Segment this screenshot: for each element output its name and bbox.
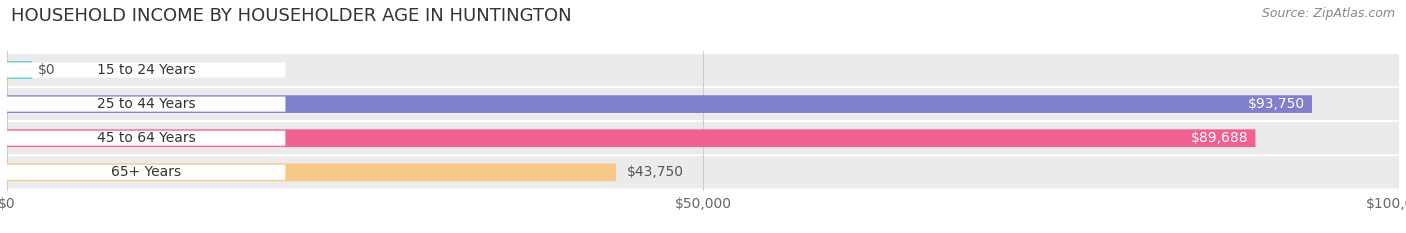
FancyBboxPatch shape [7,95,1312,113]
Text: $93,750: $93,750 [1249,97,1305,111]
Text: 15 to 24 Years: 15 to 24 Years [97,63,195,77]
Text: $43,750: $43,750 [627,165,685,179]
Text: 45 to 64 Years: 45 to 64 Years [97,131,195,145]
FancyBboxPatch shape [7,88,1399,120]
FancyBboxPatch shape [7,165,285,180]
FancyBboxPatch shape [7,96,285,112]
Text: HOUSEHOLD INCOME BY HOUSEHOLDER AGE IN HUNTINGTON: HOUSEHOLD INCOME BY HOUSEHOLDER AGE IN H… [11,7,572,25]
FancyBboxPatch shape [7,122,1399,154]
Text: 25 to 44 Years: 25 to 44 Years [97,97,195,111]
FancyBboxPatch shape [7,62,285,78]
Text: Source: ZipAtlas.com: Source: ZipAtlas.com [1261,7,1395,20]
FancyBboxPatch shape [7,129,1256,147]
Text: 65+ Years: 65+ Years [111,165,181,179]
FancyBboxPatch shape [7,54,1399,86]
FancyBboxPatch shape [7,163,616,181]
Text: $0: $0 [38,63,55,77]
Text: $89,688: $89,688 [1191,131,1249,145]
FancyBboxPatch shape [7,131,285,146]
FancyBboxPatch shape [7,156,1399,188]
FancyBboxPatch shape [7,61,32,79]
